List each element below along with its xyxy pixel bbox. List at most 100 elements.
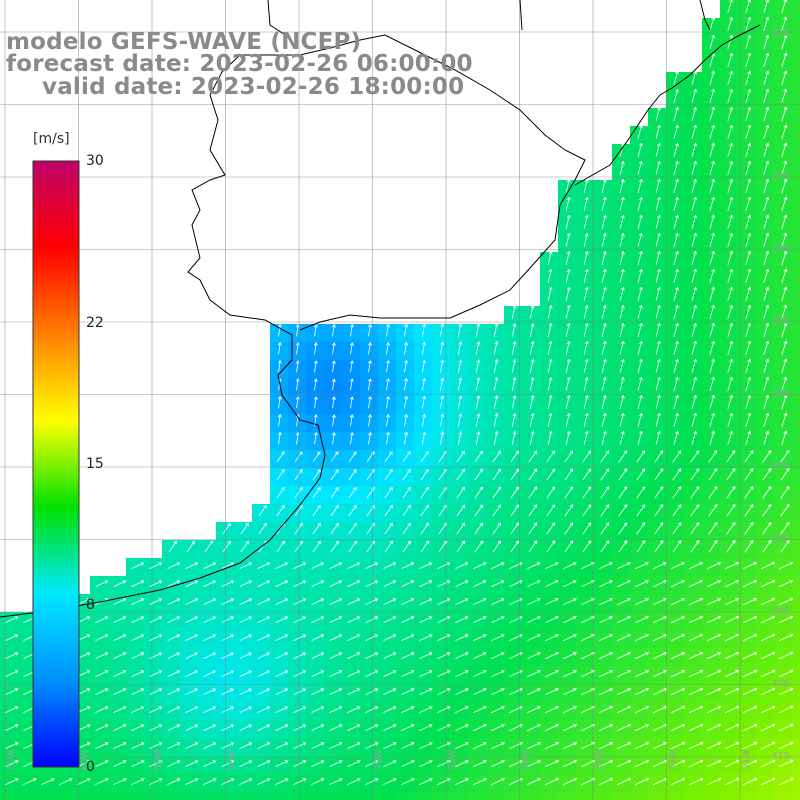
wind-arrow-head xyxy=(530,304,535,309)
wind-arrow xyxy=(745,233,751,247)
wind-arrow xyxy=(438,522,447,535)
wind-arrow-head xyxy=(765,214,770,219)
wind-arrow-head xyxy=(248,724,253,728)
wind-arrow-head xyxy=(425,540,429,545)
wind-arrow xyxy=(473,598,487,606)
wind-arrow-head xyxy=(302,760,307,764)
wind-arrow-head xyxy=(284,724,289,728)
wind-arrow-head xyxy=(753,705,758,710)
wind-arrow xyxy=(727,251,733,265)
wind-arrow xyxy=(221,598,234,605)
wind-arrow xyxy=(113,724,127,732)
wind-arrow xyxy=(113,778,127,786)
wind-arrow xyxy=(617,580,631,588)
wind-arrow xyxy=(527,562,541,570)
wind-arrow-head xyxy=(620,232,625,237)
wind-arrow xyxy=(509,778,523,786)
wind-arrow-head xyxy=(693,106,697,111)
wind-arrow-head xyxy=(620,412,625,417)
wind-arrow-head xyxy=(657,286,661,291)
wind-arrow-head xyxy=(519,669,523,674)
wind-arrow xyxy=(618,522,628,535)
wind-arrow-head xyxy=(771,705,776,710)
wind-arrow xyxy=(509,580,523,588)
wind-arrow-head xyxy=(536,562,541,566)
wind-arrow-head xyxy=(747,196,752,201)
wind-arrow xyxy=(654,486,664,499)
wind-arrow xyxy=(294,451,303,463)
wind-arrow-head xyxy=(386,341,390,346)
wind-arrow xyxy=(781,89,787,104)
wind-arrow-head xyxy=(747,124,752,129)
wind-cell xyxy=(432,792,451,800)
wind-arrow-head xyxy=(515,504,519,509)
wind-arrow xyxy=(203,562,216,569)
wind-arrow-head xyxy=(584,340,589,345)
wind-arrow-head xyxy=(587,468,592,472)
wind-arrow-head xyxy=(573,687,577,692)
wind-arrow-head xyxy=(501,723,505,728)
wind-arrow-head xyxy=(194,688,199,692)
wind-arrow xyxy=(329,652,342,659)
wind-arrow xyxy=(744,504,754,517)
wind-arrow xyxy=(113,616,126,623)
wind-arrow-head xyxy=(501,705,505,710)
wind-arrow-head xyxy=(747,286,752,291)
wind-arrow-head xyxy=(518,616,523,620)
wind-arrow xyxy=(491,616,505,624)
wind-arrow-head xyxy=(548,340,553,345)
wind-arrow-head xyxy=(729,106,734,111)
wind-arrow-head xyxy=(140,562,145,566)
wind-arrow xyxy=(637,197,642,211)
wind-arrow xyxy=(332,396,335,409)
wind-arrow-head xyxy=(14,724,19,728)
wind-arrow xyxy=(601,431,606,445)
wind-arrow xyxy=(727,161,733,175)
wind-arrow-head xyxy=(783,340,788,345)
wind-arrow xyxy=(186,541,195,553)
wind-arrow xyxy=(581,562,595,570)
wind-arrow xyxy=(384,469,393,481)
wind-arrow-head xyxy=(483,705,487,710)
wind-arrow-head xyxy=(771,651,776,656)
wind-arrow xyxy=(294,541,303,553)
wind-arrow xyxy=(257,634,270,641)
wind-arrow-head xyxy=(446,652,451,656)
wind-arrow xyxy=(545,760,559,768)
wind-cell xyxy=(792,450,800,469)
wind-arrow-head xyxy=(566,250,571,255)
wind-arrow xyxy=(778,706,793,714)
wind-arrow-head xyxy=(783,124,788,129)
wind-arrow xyxy=(95,706,109,714)
wind-arrow-head xyxy=(313,324,318,328)
wind-arrow xyxy=(708,522,718,535)
wind-arrow-head xyxy=(266,652,271,656)
wind-arrow xyxy=(439,431,444,445)
wind-arrow xyxy=(401,760,415,768)
wind-arrow-head xyxy=(681,669,686,674)
wind-arrow xyxy=(763,341,769,356)
wind-cell xyxy=(792,504,800,523)
wind-arrow xyxy=(203,688,216,695)
wind-arrow xyxy=(420,523,429,535)
wind-arrow xyxy=(781,143,787,158)
wind-arrow xyxy=(419,616,432,624)
wind-arrow xyxy=(565,269,570,283)
wind-arrow-head xyxy=(641,468,646,472)
wind-arrow xyxy=(439,342,444,355)
wind-arrow xyxy=(778,688,793,696)
wind-arrow-head xyxy=(14,760,19,764)
wind-arrow xyxy=(673,107,679,121)
wind-arrow-head xyxy=(386,378,390,382)
wind-arrow-head xyxy=(620,160,625,165)
wind-arrow-head xyxy=(410,634,415,638)
wind-arrow-head xyxy=(735,597,740,602)
wind-arrow xyxy=(491,670,505,678)
wind-arrow xyxy=(185,598,198,605)
wind-arrow xyxy=(365,670,378,678)
wind-arrow-head xyxy=(641,540,646,544)
wind-arrow xyxy=(222,541,231,553)
wind-arrow xyxy=(473,688,487,696)
wind-arrow xyxy=(329,706,342,713)
latitude-label: 33S xyxy=(772,172,789,182)
